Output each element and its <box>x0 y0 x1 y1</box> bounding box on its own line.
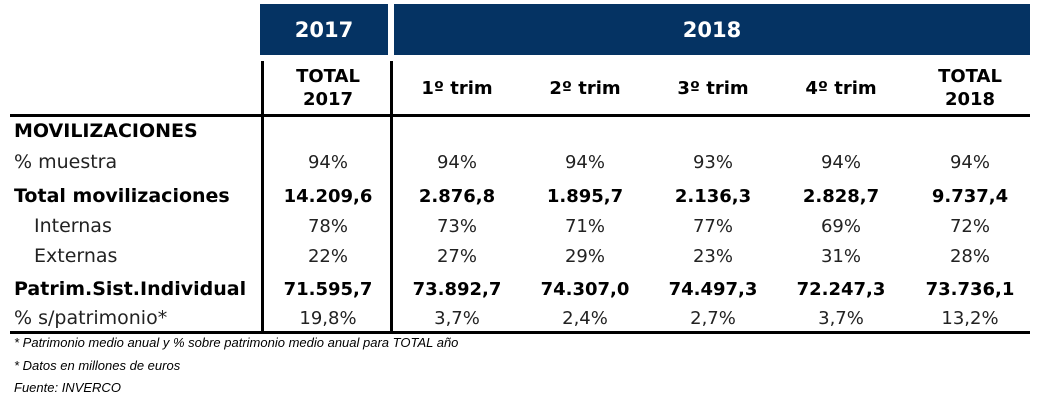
section-label: MOVILIZACIONES <box>14 120 198 142</box>
table-row: Patrim.Sist.Individual 71.595,7 73.892,7 74… <box>0 274 1045 304</box>
table-cell: 23% <box>692 245 733 267</box>
table-cell: 3,7% <box>434 307 480 329</box>
divider <box>390 61 393 333</box>
table-cell: 71% <box>564 215 605 237</box>
table-cell: 2.828,7 <box>802 185 880 207</box>
divider <box>10 331 1030 334</box>
table-cell: 22% <box>307 245 348 267</box>
table-cell: 31% <box>820 245 861 267</box>
column-header: TOTAL 2017 <box>264 61 392 115</box>
table-row: Internas 78% 73% 71% 77% 69% 72% <box>0 211 1045 241</box>
column-header: 4º trim <box>777 61 905 115</box>
table-cell: 9.737,4 <box>931 185 1009 207</box>
table-cell: 78% <box>307 215 348 237</box>
table-cell: 19,8% <box>299 307 357 329</box>
table-cell: 74.497,3 <box>668 278 758 300</box>
table-cell: 94% <box>820 151 861 173</box>
table-cell: 94% <box>307 151 348 173</box>
header-2018: 2018 <box>394 4 1030 55</box>
column-header-line: 2018 <box>944 89 996 110</box>
table-cell: 94% <box>564 151 605 173</box>
table-row: Total movilizaciones 14.209,6 2.876,8 1.895… <box>0 181 1045 211</box>
header-2017: 2017 <box>260 4 388 55</box>
table-cell: 2.136,3 <box>674 185 752 207</box>
table-row: % muestra 94% 94% 94% 93% 94% 94% <box>0 147 1045 177</box>
source-note: Fuente: INVERCO <box>14 380 121 395</box>
table-cell: 94% <box>949 151 990 173</box>
table-cell: 72% <box>949 215 990 237</box>
table-cell: 73.892,7 <box>412 278 502 300</box>
row-label: Total movilizaciones <box>14 185 230 207</box>
column-header-line: 1º trim <box>421 77 493 99</box>
column-header-line: TOTAL <box>938 66 1002 87</box>
table-cell: 77% <box>692 215 733 237</box>
footnote: * Datos en millones de euros <box>14 358 181 373</box>
column-header-line: TOTAL <box>296 66 360 87</box>
table-row: % s/patrimonio* 19,8% 3,7% 2,4% 2,7% 3,7% 13,2… <box>0 303 1045 333</box>
table-cell: 27% <box>436 245 477 267</box>
table-cell: 3,7% <box>818 307 864 329</box>
column-header-line: 2º trim <box>549 77 621 99</box>
table-cell: 2,7% <box>690 307 736 329</box>
table-cell: 2.876,8 <box>418 185 496 207</box>
table-cell: 94% <box>436 151 477 173</box>
row-label: Externas <box>34 245 118 267</box>
table-row: Externas 22% 27% 29% 23% 31% 28% <box>0 241 1045 271</box>
column-header-line: 3º trim <box>677 77 749 99</box>
table-cell: 69% <box>820 215 861 237</box>
row-label: % muestra <box>14 151 118 173</box>
table-cell: 13,2% <box>941 307 999 329</box>
column-header: 3º trim <box>649 61 777 115</box>
table-cell: 29% <box>564 245 605 267</box>
column-header: TOTAL 2018 <box>906 61 1034 115</box>
column-header: 2º trim <box>521 61 649 115</box>
column-header-line: 2017 <box>302 89 354 110</box>
table-cell: 71.595,7 <box>283 278 373 300</box>
section-row: MOVILIZACIONES <box>0 116 1045 146</box>
table-cell: 93% <box>692 151 733 173</box>
table-cell: 28% <box>949 245 990 267</box>
row-label: % s/patrimonio* <box>14 307 168 329</box>
row-label: Patrim.Sist.Individual <box>14 278 247 300</box>
table-cell: 73% <box>436 215 477 237</box>
table-cell: 73.736,1 <box>925 278 1015 300</box>
table-cell: 14.209,6 <box>283 185 373 207</box>
row-label: Internas <box>34 215 112 237</box>
divider <box>10 114 1030 117</box>
table-cell: 74.307,0 <box>540 278 630 300</box>
table-cell: 72.247,3 <box>796 278 886 300</box>
column-header: 1º trim <box>393 61 521 115</box>
table-cell: 1.895,7 <box>546 185 624 207</box>
footnote: * Patrimonio medio anual y % sobre patri… <box>14 335 459 350</box>
table-cell: 2,4% <box>562 307 608 329</box>
divider <box>261 61 264 333</box>
column-header-line: 4º trim <box>805 77 877 99</box>
